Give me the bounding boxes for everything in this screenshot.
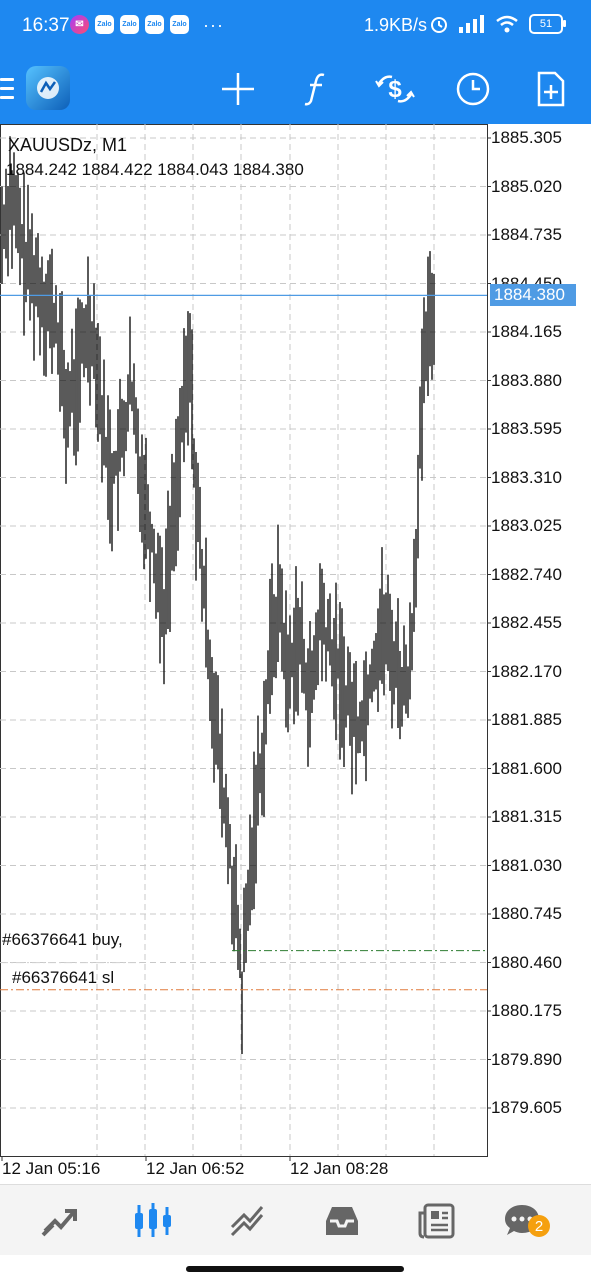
price-label: 1885.305 (491, 128, 562, 147)
inbox-icon (326, 1207, 358, 1235)
nav-history[interactable] (320, 1199, 364, 1243)
zalo-icon: Zalo (145, 15, 164, 34)
price-label: 1879.605 (491, 1098, 562, 1117)
news-icon (418, 1203, 455, 1239)
nav-quotes[interactable] (37, 1199, 81, 1243)
bid-price-tag: 1884.380 (490, 284, 576, 307)
trade-chart-icon (230, 1206, 264, 1237)
bottom-navigation: 2 (0, 1184, 591, 1255)
function-icon[interactable] (294, 66, 340, 112)
price-label: 1883.310 (491, 467, 562, 487)
nav-chart[interactable] (131, 1199, 175, 1243)
home-indicator (186, 1266, 404, 1272)
price-label: 1879.890 (491, 1049, 562, 1069)
price-label: 1884.165 (491, 322, 562, 341)
svg-text:$: $ (388, 76, 402, 103)
price-label: 1883.025 (491, 516, 562, 535)
trade-icon[interactable]: $ (372, 66, 418, 112)
price-label: 1882.170 (491, 661, 562, 681)
price-label: 1881.315 (491, 807, 562, 826)
chart-icon (135, 1203, 171, 1237)
nav-news[interactable] (415, 1199, 459, 1243)
messenger-icon: ✉ (70, 15, 89, 34)
zalo-icon: Zalo (95, 15, 114, 34)
order-sl-label[interactable]: #66376641 sl (12, 968, 115, 987)
add-document-icon[interactable] (528, 66, 574, 112)
status-bar: 16:37 ✉ Zalo Zalo Zalo Zalo ··· 1.9KB/s … (0, 0, 591, 54)
messages-badge: 2 (528, 1215, 550, 1237)
price-label: 1880.175 (491, 1001, 562, 1020)
time-label: 12 Jan 08:28 (290, 1159, 389, 1178)
price-label: 1883.595 (491, 419, 562, 438)
zalo-icon: Zalo (170, 15, 189, 34)
battery-icon: 51 (529, 14, 566, 34)
signal-icon (459, 15, 484, 33)
app-logo[interactable] (26, 66, 70, 110)
system-icons: 51 (429, 14, 566, 34)
network-speed: 1.9KB/s (364, 15, 428, 35)
price-label: 1883.880 (491, 370, 562, 390)
notification-icons: ✉ Zalo Zalo Zalo Zalo ··· (70, 15, 224, 34)
plot-border (0, 124, 488, 1157)
menu-icon[interactable] (0, 78, 14, 100)
price-label: 1882.740 (491, 564, 562, 584)
price-label: 1880.460 (491, 952, 562, 972)
chart-ohlc: 1884.242 1884.422 1884.043 1884.380 (6, 160, 304, 179)
chart-canvas[interactable] (0, 124, 591, 1184)
more-notifications-icon: ··· (203, 14, 224, 35)
crosshair-icon[interactable] (215, 66, 261, 112)
chart-symbol: XAUUSDz, M1 (8, 135, 128, 155)
quotes-icon (41, 1209, 77, 1237)
price-chart[interactable]: XAUUSDz, M1 1884.242 1884.422 1884.043 1… (0, 124, 591, 1184)
status-time: 16:37 (22, 15, 70, 36)
price-label: 1881.885 (491, 710, 562, 729)
clock-icon[interactable] (450, 66, 496, 112)
price-label: 1885.020 (491, 176, 562, 196)
price-label: 1882.455 (491, 613, 562, 632)
nav-trade[interactable] (226, 1199, 270, 1243)
zalo-icon: Zalo (120, 15, 139, 34)
price-label: 1880.745 (491, 904, 562, 923)
nav-messages[interactable]: 2 (500, 1199, 550, 1243)
price-label: 1881.600 (491, 758, 562, 778)
time-label: 12 Jan 05:16 (2, 1159, 101, 1178)
alarm-icon (431, 17, 447, 33)
top-toolbar: $ (0, 54, 591, 124)
time-label: 12 Jan 06:52 (146, 1159, 245, 1178)
price-label: 1884.735 (491, 225, 562, 244)
price-label: 1881.030 (491, 855, 562, 875)
wifi-icon (496, 15, 518, 33)
order-buy-label[interactable]: #66376641 buy, (2, 930, 123, 949)
